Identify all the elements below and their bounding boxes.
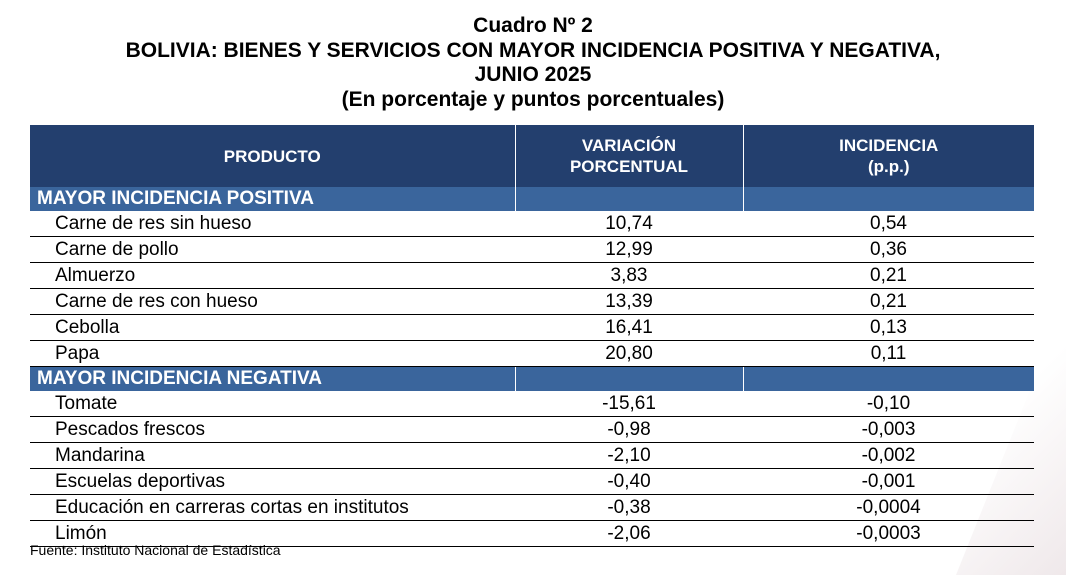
cell-incidencia: -0,001 (743, 468, 1034, 495)
table-row: Mandarina -2,10 -0,002 (30, 442, 1034, 469)
cell-incidencia: -0,0004 (743, 494, 1034, 521)
cell-variacion: -0,38 (515, 494, 743, 521)
header-producto: PRODUCTO (30, 125, 516, 187)
section-negative: MAYOR INCIDENCIA NEGATIVA (30, 366, 1034, 391)
cell-producto: Escuelas deportivas (30, 468, 515, 495)
cell-producto: Tomate (30, 391, 515, 417)
section-label: MAYOR INCIDENCIA NEGATIVA (30, 366, 516, 391)
cell-incidencia: -0,003 (743, 416, 1034, 443)
table-row: Tomate -15,61 -0,10 (30, 391, 1034, 417)
table-header-row: PRODUCTO VARIACIÓN PORCENTUAL INCIDENCIA… (30, 125, 1034, 187)
table-row: Carne de pollo 12,99 0,36 (30, 236, 1034, 263)
cell-producto: Limón (30, 520, 515, 547)
cell-variacion: -2,10 (515, 442, 743, 469)
cell-producto: Carne de res sin hueso (30, 211, 515, 237)
cell-variacion: 16,41 (515, 314, 743, 341)
cell-incidencia: -0,10 (743, 391, 1034, 417)
cell-incidencia: 0,36 (743, 236, 1034, 263)
table-period: JUNIO 2025 (474, 63, 592, 86)
cell-producto: Papa (30, 340, 515, 367)
table-row: Papa 20,80 0,11 (30, 340, 1034, 367)
header-incidencia: INCIDENCIA (p.p.) (743, 125, 1034, 187)
cell-incidencia: 0,54 (743, 211, 1034, 237)
cell-incidencia: 0,11 (743, 340, 1034, 367)
cell-variacion: 3,83 (515, 262, 743, 289)
cell-producto: Carne de res con hueso (30, 288, 515, 315)
cell-producto: Cebolla (30, 314, 515, 341)
cell-producto: Educación en carreras cortas en institut… (30, 494, 515, 521)
table-row: Carne de res sin hueso 10,74 0,54 (30, 211, 1034, 237)
table-number: Cuadro Nº 2 (473, 14, 593, 37)
cell-variacion: 10,74 (515, 211, 743, 237)
table-title-block: Cuadro Nº 2 BOLIVIA: BIENES Y SERVICIOS … (0, 14, 1066, 112)
cell-variacion: 13,39 (515, 288, 743, 315)
cell-producto: Mandarina (30, 442, 515, 469)
header-variacion: VARIACIÓN PORCENTUAL (515, 125, 744, 187)
cell-producto: Almuerzo (30, 262, 515, 289)
section-positive: MAYOR INCIDENCIA POSITIVA (30, 187, 1034, 211)
table-row: Limón -2,06 -0,0003 (30, 520, 1034, 547)
cell-variacion: -2,06 (515, 520, 743, 547)
table-row: Almuerzo 3,83 0,21 (30, 262, 1034, 289)
cell-variacion: -0,40 (515, 468, 743, 495)
table-title: BOLIVIA: BIENES Y SERVICIOS CON MAYOR IN… (125, 38, 941, 62)
table-row: Cebolla 16,41 0,13 (30, 314, 1034, 341)
table-row: Pescados frescos -0,98 -0,003 (30, 416, 1034, 443)
cell-variacion: -0,98 (515, 416, 743, 443)
cell-incidencia: -0,002 (743, 442, 1034, 469)
cell-incidencia: 0,21 (743, 262, 1034, 289)
cell-variacion: 20,80 (515, 340, 743, 367)
section-label: MAYOR INCIDENCIA POSITIVA (30, 187, 516, 211)
cell-incidencia: -0,0003 (743, 520, 1034, 547)
cell-variacion: 12,99 (515, 236, 743, 263)
cell-producto: Carne de pollo (30, 236, 515, 263)
table-units: (En porcentaje y puntos porcentuales) (341, 87, 725, 111)
incidence-table: PRODUCTO VARIACIÓN PORCENTUAL INCIDENCIA… (30, 125, 1034, 547)
cell-incidencia: 0,13 (743, 314, 1034, 341)
cell-variacion: -15,61 (515, 391, 743, 417)
cell-producto: Pescados frescos (30, 416, 515, 443)
table-row: Carne de res con hueso 13,39 0,21 (30, 288, 1034, 315)
source-note: Fuente: Instituto Nacional de Estadístic… (30, 542, 281, 558)
table-row: Escuelas deportivas -0,40 -0,001 (30, 468, 1034, 495)
cell-incidencia: 0,21 (743, 288, 1034, 315)
table-row: Educación en carreras cortas en institut… (30, 494, 1034, 521)
